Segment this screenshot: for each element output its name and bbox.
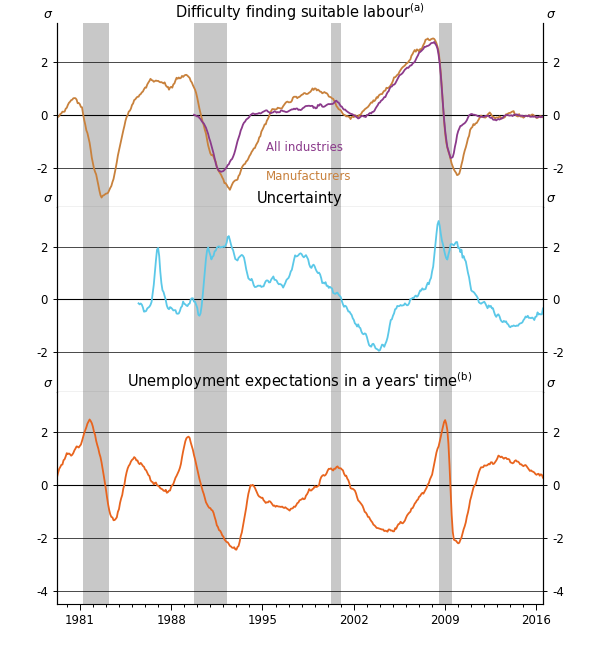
Text: σ: σ xyxy=(44,193,52,205)
Title: Uncertainty: Uncertainty xyxy=(257,191,343,206)
Text: σ: σ xyxy=(547,377,555,390)
Bar xyxy=(194,207,227,391)
Title: Difficulty finding suitable labour$\mathregular{^{(a)}}$: Difficulty finding suitable labour$\math… xyxy=(175,1,425,23)
Text: All industries: All industries xyxy=(266,141,343,154)
Bar xyxy=(194,391,227,604)
Text: σ: σ xyxy=(44,8,52,21)
Text: σ: σ xyxy=(44,377,52,390)
Bar xyxy=(331,23,341,207)
Bar xyxy=(331,391,341,604)
Title: Unemployment expectations in a years' time$\mathregular{^{(b)}}$: Unemployment expectations in a years' ti… xyxy=(127,370,473,391)
Bar xyxy=(83,391,109,604)
Text: σ: σ xyxy=(547,193,555,205)
Bar xyxy=(439,23,452,207)
Bar xyxy=(194,23,227,207)
Bar xyxy=(439,207,452,391)
Text: Manufacturers: Manufacturers xyxy=(266,171,352,183)
Bar xyxy=(83,23,109,207)
Bar xyxy=(83,207,109,391)
Bar xyxy=(439,391,452,604)
Bar xyxy=(331,207,341,391)
Text: σ: σ xyxy=(547,8,555,21)
